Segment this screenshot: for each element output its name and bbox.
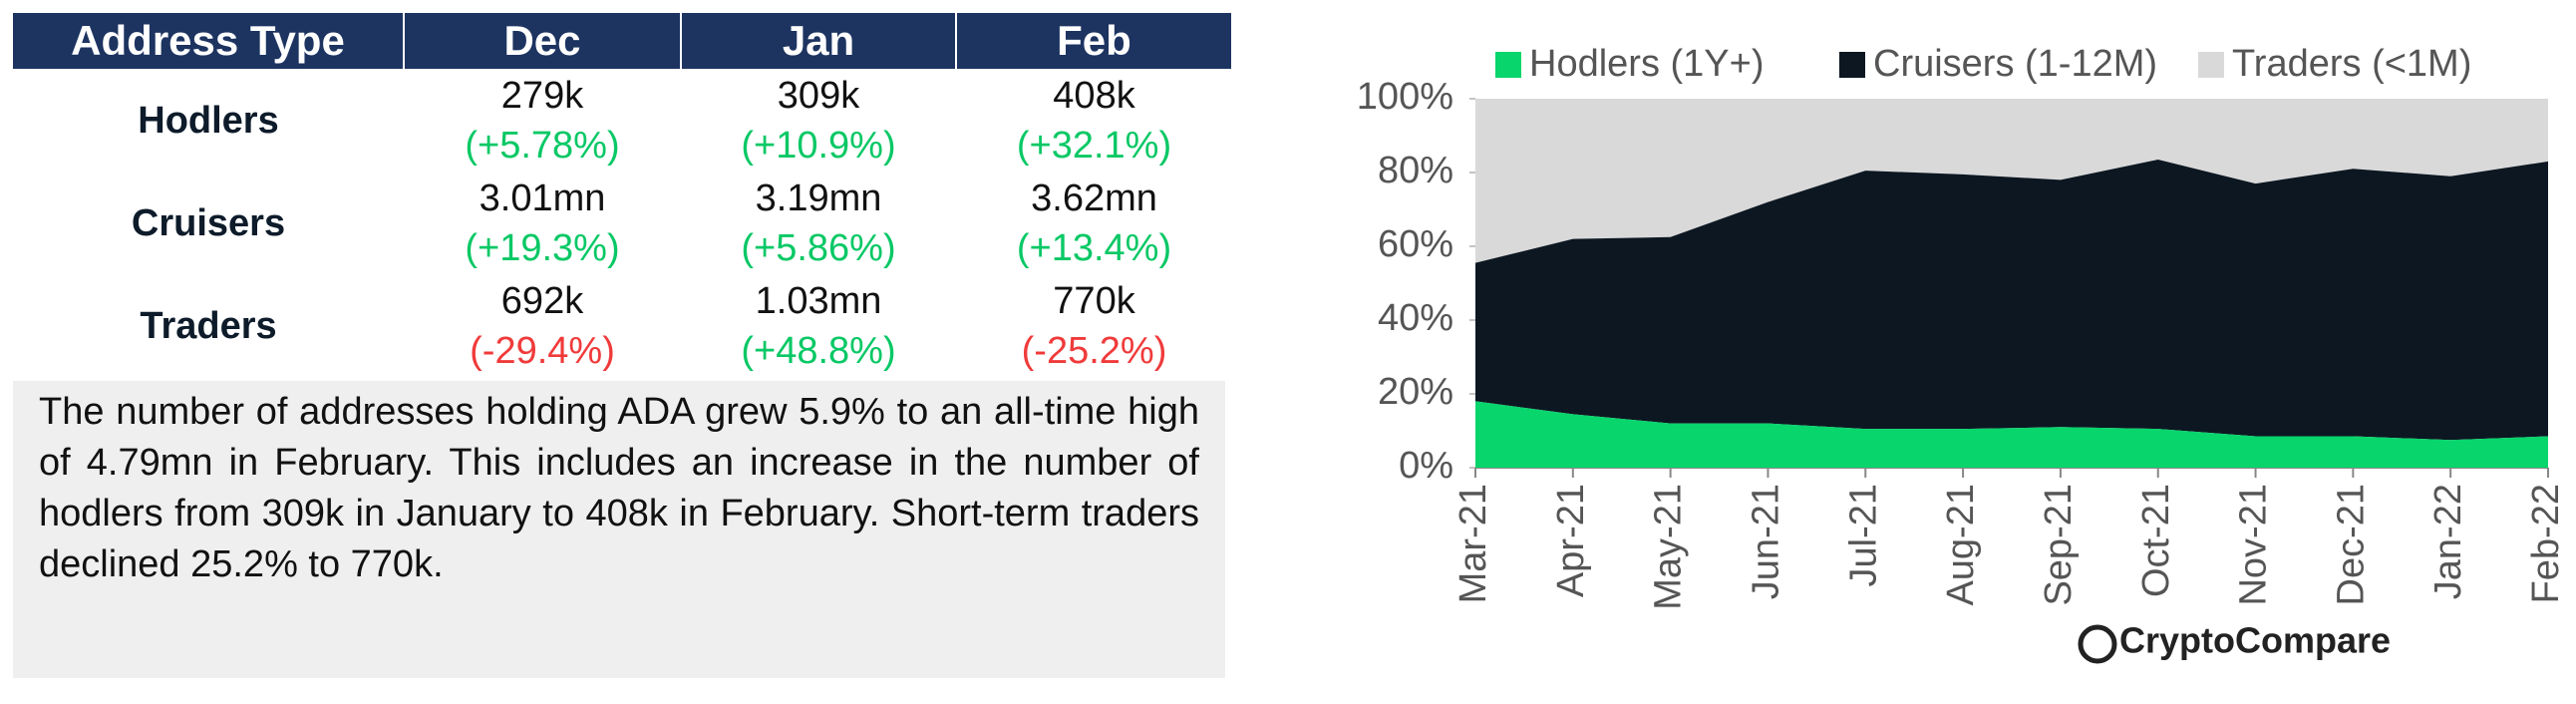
cell: 408k (+32.1%) [956, 69, 1232, 172]
x-tick-label: Dec-21 [2330, 484, 2372, 606]
cell: 3.01mn (+19.3%) [404, 172, 681, 274]
legend-label: Cruisers (1-12M) [1873, 43, 2157, 85]
row-label: Traders [140, 304, 277, 347]
x-tick-label: May-21 [1648, 484, 1690, 610]
legend-swatch [1495, 52, 1521, 78]
legend-swatch [1839, 52, 1865, 78]
cell-change: (+13.4%) [1016, 226, 1172, 269]
row-label: Hodlers [138, 99, 279, 142]
summary-text: The number of addresses holding ADA grew… [13, 381, 1225, 678]
logo: CryptoCompare [2119, 620, 2391, 661]
cell-change: (+10.9%) [741, 124, 896, 167]
header-cell: Dec [404, 13, 682, 69]
cell-value: 3.62mn [1031, 176, 1157, 219]
cell-value: 3.01mn [479, 176, 606, 219]
cell-change: (+19.3%) [465, 226, 620, 269]
x-tick-label: Nov-21 [2233, 484, 2275, 606]
y-tick-label: 80% [1378, 150, 1453, 191]
cell: 692k (-29.4%) [404, 274, 681, 377]
cell-value: 3.19mn [755, 176, 882, 219]
x-tick-label: Sep-21 [2038, 484, 2080, 606]
cell: 279k (+5.78%) [404, 69, 681, 172]
address-table: Address Type Dec Jan Feb Hodlers 279k (+5.78%)… [13, 13, 1233, 377]
cell-change: (+5.86%) [741, 226, 896, 269]
cell-change: (+32.1%) [1016, 124, 1172, 167]
cell-change: (+48.8%) [741, 329, 896, 372]
cell: 3.19mn (+5.86%) [681, 172, 956, 274]
x-tick-label: Mar-21 [1452, 484, 1494, 603]
x-tick-label: Jan-22 [2427, 484, 2469, 599]
y-tick-label: 0% [1399, 445, 1453, 487]
table-row: Traders 692k (-29.4%) 1.03mn (+48.8%) 770k (-2… [13, 274, 1232, 377]
cell-change: (-25.2%) [1021, 329, 1167, 372]
y-tick-label: 100% [1357, 76, 1453, 118]
cell: 770k (-25.2%) [956, 274, 1232, 377]
x-tick-label: Jun-21 [1745, 484, 1786, 599]
cell: 3.62mn (+13.4%) [956, 172, 1232, 274]
x-tick-label: Aug-21 [1940, 484, 1982, 606]
y-tick-label: 20% [1378, 371, 1453, 413]
cell-value: 408k [1053, 74, 1135, 117]
cell-change: (-29.4%) [470, 329, 615, 372]
header-cell: Jan [681, 13, 957, 69]
x-tick-label: Apr-21 [1550, 484, 1592, 597]
legend-swatch [2198, 52, 2224, 78]
row-label: Cruisers [131, 201, 286, 244]
x-tick-label: Oct-21 [2135, 484, 2177, 597]
x-tick-label: Feb-22 [2525, 484, 2567, 603]
cell-value: 770k [1053, 279, 1135, 322]
y-tick-label: 40% [1378, 297, 1453, 339]
cell-value: 279k [500, 74, 584, 117]
legend-label: Traders (<1M) [2232, 43, 2471, 85]
cell-change: (+5.78%) [465, 124, 620, 167]
area [1475, 99, 2548, 263]
cell-value: 1.03mn [755, 279, 882, 322]
area [1475, 401, 2548, 468]
y-tick-label: 60% [1378, 223, 1453, 265]
legend-label: Hodlers (1Y+) [1529, 43, 1764, 85]
x-tick-label: Jul-21 [1842, 484, 1884, 587]
logo-icon [2078, 624, 2117, 664]
cell: 309k (+10.9%) [681, 69, 956, 172]
cell-value: 692k [500, 279, 584, 322]
header-cell: Feb [956, 13, 1233, 69]
header-cell: Address Type [13, 13, 405, 69]
area [1475, 160, 2548, 441]
table-row: Hodlers 279k (+5.78%) 309k (+10.9%) 408k (+32.… [13, 69, 1232, 172]
cell: 1.03mn (+48.8%) [681, 274, 956, 377]
cell-value: 309k [777, 74, 860, 117]
table-row: Cruisers 3.01mn (+19.3%) 3.19mn (+5.86%) 3.62… [13, 172, 1232, 274]
